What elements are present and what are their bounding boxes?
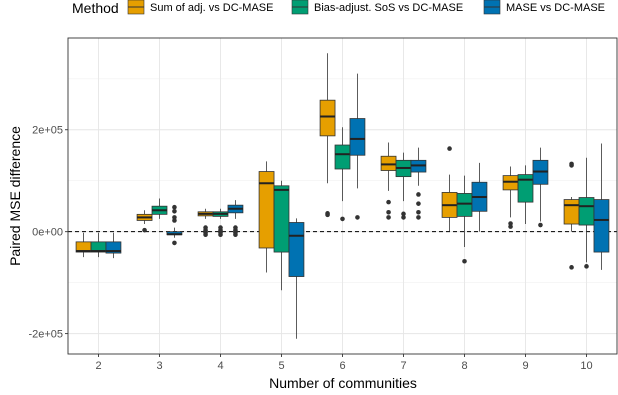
x-tick-label: 2 (95, 360, 101, 372)
outlier-point (325, 212, 330, 218)
y-tick-label: 0e+00 (32, 227, 63, 239)
box-body (517, 174, 534, 203)
outlier-point (172, 208, 177, 214)
x-tick-label: 4 (217, 360, 223, 372)
outlier-point (386, 210, 391, 215)
box-body (578, 197, 595, 226)
box-body (502, 175, 519, 191)
outlier-point (142, 227, 147, 233)
outlier-point (218, 232, 223, 238)
boxplot-1-5 (273, 180, 290, 291)
box-body (456, 193, 473, 217)
boxplot-1-4 (212, 208, 229, 238)
boxplot-2-5 (288, 218, 305, 339)
boxplot-1-6 (334, 127, 351, 222)
outlier-point (233, 232, 238, 238)
box-body (380, 155, 397, 171)
boxplot-2-2 (105, 232, 122, 259)
legend-item-mase[interactable]: MASE vs DC-MASE (483, 0, 605, 15)
outlier-point (401, 211, 406, 217)
y-tick-label: 2e+05 (32, 125, 63, 137)
box-body (319, 99, 336, 137)
axes: -2e+05 0e+00 2e+05 2 3 4 5 6 7 8 9 10 (28, 37, 618, 372)
box-body (563, 199, 580, 225)
outlier-point (584, 264, 589, 269)
legend-item-bias-adjust[interactable]: Bias-adjust. SoS vs DC-MASE (291, 0, 463, 15)
x-tick-label: 10 (580, 360, 592, 372)
boxplot-1-3 (151, 198, 168, 219)
x-tick-label: 8 (461, 360, 467, 372)
outlier-point (462, 258, 467, 264)
outlier-point (416, 215, 421, 220)
legend-label-mase: MASE vs DC-MASE (506, 2, 605, 14)
outlier-point (447, 146, 452, 151)
legend: Method Sum of adj. vs DC-MASE Bias-adjus… (72, 0, 605, 16)
legend-label-bias-adjust: Bias-adjust. SoS vs DC-MASE (314, 2, 463, 14)
boxplot-2-8 (471, 162, 488, 232)
box-body (273, 185, 290, 253)
boxplot-0-10 (563, 161, 580, 270)
outlier-point (203, 232, 208, 238)
boxplot-0-3 (136, 210, 153, 233)
x-axis-title: Number of communities (269, 375, 417, 391)
boxplot-0-8 (441, 146, 458, 232)
boxplot-2-9 (532, 147, 549, 228)
outlier-point (172, 218, 177, 223)
boxplot-0-5 (258, 161, 275, 273)
boxplots (75, 53, 610, 339)
outlier-point (172, 240, 177, 246)
boxplot-1-9 (517, 165, 534, 225)
legend-item-sum-of-adj[interactable]: Sum of adj. vs DC-MASE (127, 0, 273, 15)
y-axis-title: Paired MSE difference (7, 126, 23, 266)
outlier-point (416, 201, 421, 206)
outlier-point (569, 265, 574, 270)
box-body (593, 199, 610, 253)
boxplot-2-3 (166, 204, 183, 246)
boxplot-2-6 (349, 73, 366, 220)
outlier-point (508, 224, 513, 229)
boxplot-0-7 (380, 142, 397, 220)
boxplot-2-7 (410, 147, 427, 220)
x-tick-label: 3 (156, 360, 162, 372)
boxplot-2-10 (593, 143, 610, 270)
x-tick-label: 7 (400, 360, 406, 372)
box-body (288, 222, 305, 277)
outlier-point (416, 210, 421, 215)
outlier-point (401, 215, 406, 220)
boxplot-0-6 (319, 53, 336, 218)
y-tick-label: -2e+05 (28, 329, 63, 341)
x-tick-label: 6 (339, 360, 345, 372)
outlier-point (172, 204, 177, 210)
x-tick-label: 5 (278, 360, 284, 372)
boxplot-1-10 (578, 157, 595, 269)
boxplot-2-4 (227, 200, 244, 238)
outlier-point (355, 215, 360, 220)
box-body (334, 144, 351, 170)
outlier-point (340, 216, 345, 222)
boxplot-0-4 (197, 208, 214, 238)
outlier-point (569, 163, 574, 168)
boxplot-0-2 (75, 232, 92, 258)
outlier-point (416, 192, 421, 197)
boxplot-1-2 (90, 232, 107, 258)
box-body (105, 241, 122, 254)
boxplot-1-7 (395, 152, 412, 220)
outlier-point (386, 199, 391, 205)
legend-title: Method (72, 0, 119, 16)
boxplot-0-9 (502, 166, 519, 229)
box-body (349, 118, 366, 156)
boxplot-1-8 (456, 175, 473, 264)
outlier-point (538, 222, 543, 228)
legend-label-sum-of-adj: Sum of adj. vs DC-MASE (150, 2, 273, 14)
outlier-point (386, 215, 391, 220)
x-tick-label: 9 (522, 360, 528, 372)
